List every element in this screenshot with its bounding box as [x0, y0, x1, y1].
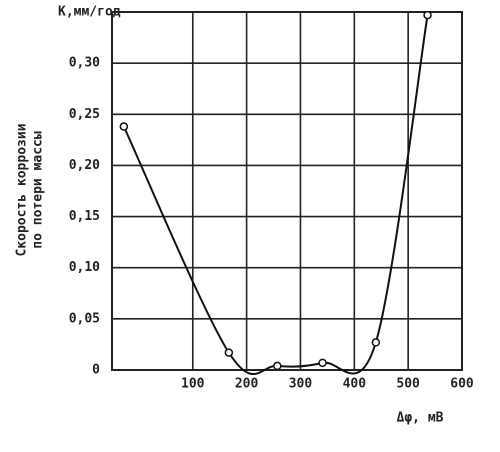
- y-tick-label: 0,15: [69, 209, 100, 224]
- y-tick-label: 0,10: [69, 260, 100, 275]
- point: [119, 122, 129, 131]
- point: [224, 348, 234, 357]
- plot-frame: [111, 11, 463, 371]
- x-tick-label: 500: [396, 377, 420, 392]
- y-tick-label: 0,05: [69, 311, 100, 326]
- x-axis-title: Δφ, мВ: [397, 411, 444, 426]
- y-axis-title: Скорость коррозии по потери массы: [15, 123, 46, 256]
- line: [122, 14, 429, 376]
- point: [371, 338, 381, 347]
- x-tick-label: 600: [450, 377, 474, 392]
- y-axis-title-line: по потери массы: [31, 131, 46, 249]
- x-tick-label: 100: [181, 377, 205, 392]
- point: [423, 10, 432, 20]
- y-axis-title-line: Скорость коррозии: [15, 123, 30, 256]
- y-tick-label: 0,30: [69, 56, 100, 71]
- y-axis-unit: К,мм/год: [58, 5, 121, 20]
- x-tick-label: 400: [343, 377, 367, 392]
- y-tick-label: 0,25: [69, 107, 100, 122]
- y-tick-label: 0: [92, 363, 100, 378]
- x-tick-label: 300: [289, 377, 313, 392]
- y-tick-label: 0,20: [69, 158, 100, 173]
- point: [318, 358, 327, 368]
- point: [273, 361, 282, 371]
- x-tick-label: 200: [235, 377, 259, 392]
